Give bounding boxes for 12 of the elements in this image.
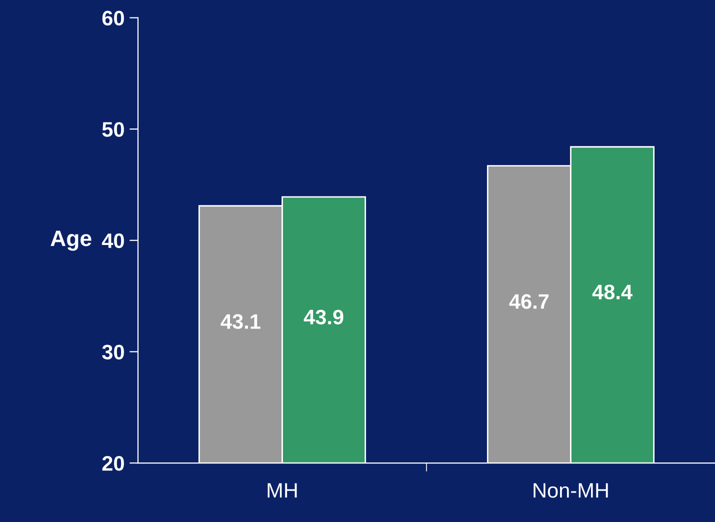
y-axis-title: Age [50, 230, 92, 251]
y-tick-label: 20 [102, 456, 124, 471]
x-tick-label: Non-MH [534, 483, 608, 498]
y-tick-label: 40 [102, 233, 124, 248]
data-label: 43.1 [220, 314, 260, 329]
y-tick-label: 30 [102, 344, 124, 360]
y-tick-label: 60 [102, 10, 124, 26]
y-tick-label: 50 [102, 122, 124, 137]
x-tick-label: MH [268, 483, 297, 498]
data-label: 48.4 [592, 284, 632, 300]
data-label: 43.9 [304, 310, 344, 324]
data-label: 46.7 [509, 294, 549, 309]
